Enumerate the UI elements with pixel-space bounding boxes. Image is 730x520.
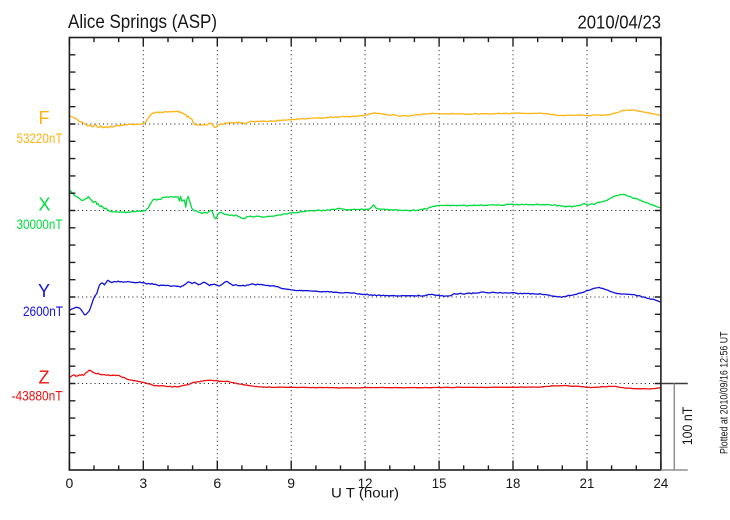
svg-text:U T (hour): U T (hour) (331, 485, 399, 501)
svg-text:6: 6 (213, 475, 221, 491)
svg-text:Plotted at 2010/09/16 12:56 UT: Plotted at 2010/09/16 12:56 UT (718, 331, 730, 454)
svg-text:12: 12 (358, 475, 373, 491)
svg-text:21: 21 (580, 475, 595, 491)
svg-text:100 nT: 100 nT (680, 407, 695, 446)
svg-text:F: F (39, 108, 50, 128)
svg-text:-43880nT: -43880nT (12, 388, 63, 404)
svg-text:24: 24 (654, 475, 669, 491)
svg-text:2600nT: 2600nT (23, 303, 63, 319)
svg-text:18: 18 (506, 475, 521, 491)
svg-text:Alice Springs (ASP): Alice Springs (ASP) (68, 12, 217, 33)
svg-text:30000nT: 30000nT (17, 216, 63, 232)
svg-text:2010/04/23: 2010/04/23 (578, 12, 662, 33)
svg-text:3: 3 (139, 475, 147, 491)
svg-text:Z: Z (39, 368, 50, 388)
svg-text:0: 0 (66, 475, 74, 491)
svg-text:53220nT: 53220nT (17, 130, 63, 146)
svg-text:15: 15 (432, 475, 447, 491)
svg-text:Y: Y (38, 281, 50, 301)
svg-text:X: X (38, 195, 50, 215)
svg-text:9: 9 (287, 475, 295, 491)
